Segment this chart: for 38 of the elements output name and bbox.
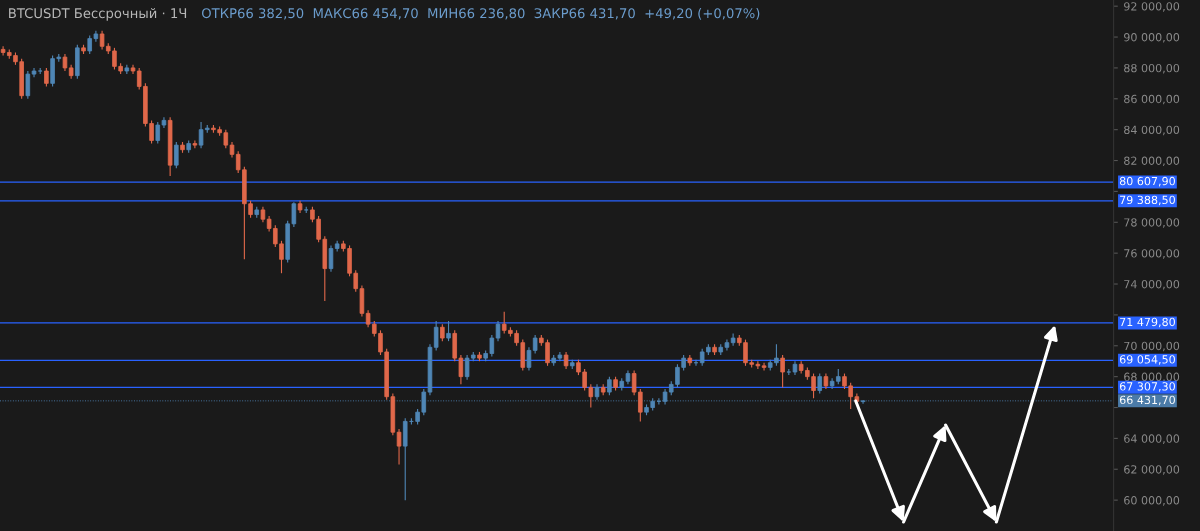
candlestick <box>495 320 501 342</box>
candlestick <box>433 320 439 351</box>
ref-line-label: 69 054,50 <box>1119 355 1175 365</box>
y-tick-label: 70 000,00 <box>1124 341 1180 352</box>
candlestick <box>526 346 532 372</box>
ref-line-label: 71 479,80 <box>1120 317 1175 328</box>
y-tick-label: 84 000,00 <box>1124 125 1180 136</box>
candlestick <box>817 372 823 395</box>
ref-line-label: 66 431,70 <box>1119 395 1175 406</box>
candlestick <box>532 334 538 355</box>
candlestick <box>446 320 451 342</box>
ref-line-label: 67 307,30 <box>1119 382 1175 392</box>
y-tick-label: 68 000,00 <box>1124 372 1180 383</box>
y-tick-label: 82 000,00 <box>1124 156 1180 167</box>
y-tick-label: 92 000,00 <box>1124 2 1180 12</box>
y-tick-label: 90 000,00 <box>1124 33 1180 43</box>
candlestick <box>607 376 612 396</box>
y-tick-label: 76 000,00 <box>1124 249 1180 259</box>
text: BTCUSDT Бессрочный · 1Ч <box>9 8 187 21</box>
candlestick <box>192 139 198 149</box>
candlestick <box>25 70 31 100</box>
text: ОТКР66 382,50 МАКС66 454,70 МИН66 236,80 ЗАКР66 431,70 +49,20 (+0,07%) <box>201 7 760 20</box>
candlestick <box>780 354 785 388</box>
candlestick <box>328 244 334 273</box>
candlestick <box>730 332 736 347</box>
ref-line-label: 80 607,90 <box>1119 176 1175 187</box>
ref-line-label: 79 388,50 <box>1120 195 1175 206</box>
y-tick-label: 62 000,00 <box>1124 465 1180 475</box>
candlestick <box>44 67 49 87</box>
candlestick <box>396 428 402 466</box>
y-tick-label: 88 000,00 <box>1124 63 1180 74</box>
y-tick-label: 64 000,00 <box>1124 434 1180 444</box>
y-tick-label: 60 000,00 <box>1124 496 1180 506</box>
candlestick <box>860 399 866 405</box>
y-tick-label: 74 000,00 <box>1124 280 1180 290</box>
y-tick-label: 78 000,00 <box>1124 218 1180 228</box>
y-tick-label: 86 000,00 <box>1124 94 1180 105</box>
candlestick <box>174 141 179 169</box>
